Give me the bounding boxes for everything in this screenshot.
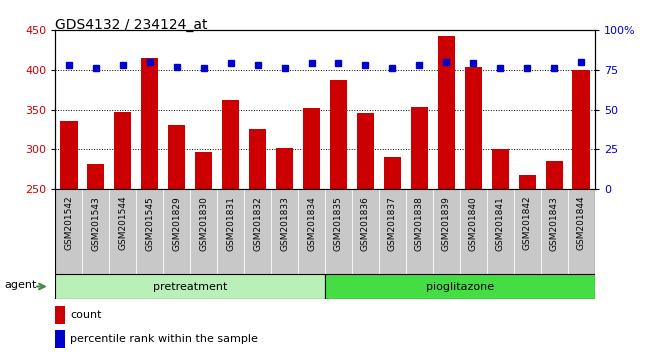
Bar [298, 189, 325, 274]
Bar [276, 148, 293, 354]
Text: GDS4132 / 234124_at: GDS4132 / 234124_at [55, 18, 208, 32]
Bar [82, 189, 109, 274]
Bar [487, 189, 514, 274]
Bar [168, 125, 185, 354]
Bar [190, 189, 217, 274]
Bar [384, 157, 401, 354]
Bar [222, 100, 239, 354]
Bar [87, 164, 105, 354]
Text: percentile rank within the sample: percentile rank within the sample [70, 334, 258, 344]
Bar [249, 129, 266, 354]
Bar [55, 306, 65, 324]
Bar [545, 161, 563, 354]
Bar [491, 149, 509, 354]
Bar [411, 107, 428, 354]
Bar [330, 80, 347, 354]
Bar [465, 67, 482, 354]
Bar [114, 112, 131, 354]
Text: GSM201545: GSM201545 [145, 196, 154, 251]
Text: GSM201832: GSM201832 [253, 196, 262, 251]
Bar [55, 274, 325, 299]
Text: count: count [70, 310, 102, 320]
Bar [406, 189, 433, 274]
Text: GSM201842: GSM201842 [523, 196, 532, 250]
Text: GSM201834: GSM201834 [307, 196, 316, 251]
Text: GSM201833: GSM201833 [280, 196, 289, 251]
Bar [55, 189, 83, 274]
Bar [325, 189, 352, 274]
Bar [271, 189, 298, 274]
Text: GSM201544: GSM201544 [118, 196, 127, 250]
Text: GSM201543: GSM201543 [91, 196, 100, 251]
Bar [217, 189, 244, 274]
Bar [568, 189, 595, 274]
Text: pretreatment: pretreatment [153, 281, 228, 291]
Bar [244, 189, 271, 274]
Bar [433, 189, 460, 274]
Text: GSM201844: GSM201844 [577, 196, 586, 250]
Text: GSM201843: GSM201843 [550, 196, 559, 251]
Bar [541, 189, 568, 274]
Bar [163, 189, 190, 274]
Bar [136, 189, 163, 274]
Bar [514, 189, 541, 274]
Bar [60, 121, 77, 354]
Bar [437, 35, 455, 354]
Text: GSM201829: GSM201829 [172, 196, 181, 251]
Bar [379, 189, 406, 274]
Text: GSM201841: GSM201841 [496, 196, 505, 251]
Text: GSM201830: GSM201830 [199, 196, 208, 251]
Text: GSM201836: GSM201836 [361, 196, 370, 251]
Text: GSM201837: GSM201837 [388, 196, 397, 251]
Bar [303, 108, 320, 354]
Bar [109, 189, 136, 274]
Bar [573, 70, 590, 354]
Bar [195, 153, 213, 354]
Text: GSM201542: GSM201542 [64, 196, 73, 250]
Text: agent: agent [5, 280, 37, 290]
Text: GSM201838: GSM201838 [415, 196, 424, 251]
Bar [325, 274, 595, 299]
Bar [141, 58, 159, 354]
Bar [352, 189, 379, 274]
Bar [460, 189, 487, 274]
Bar [357, 114, 374, 354]
Bar [55, 330, 65, 348]
Bar [519, 176, 536, 354]
Text: GSM201831: GSM201831 [226, 196, 235, 251]
Text: pioglitazone: pioglitazone [426, 281, 494, 291]
Text: GSM201835: GSM201835 [334, 196, 343, 251]
Text: GSM201840: GSM201840 [469, 196, 478, 251]
Text: GSM201839: GSM201839 [442, 196, 451, 251]
